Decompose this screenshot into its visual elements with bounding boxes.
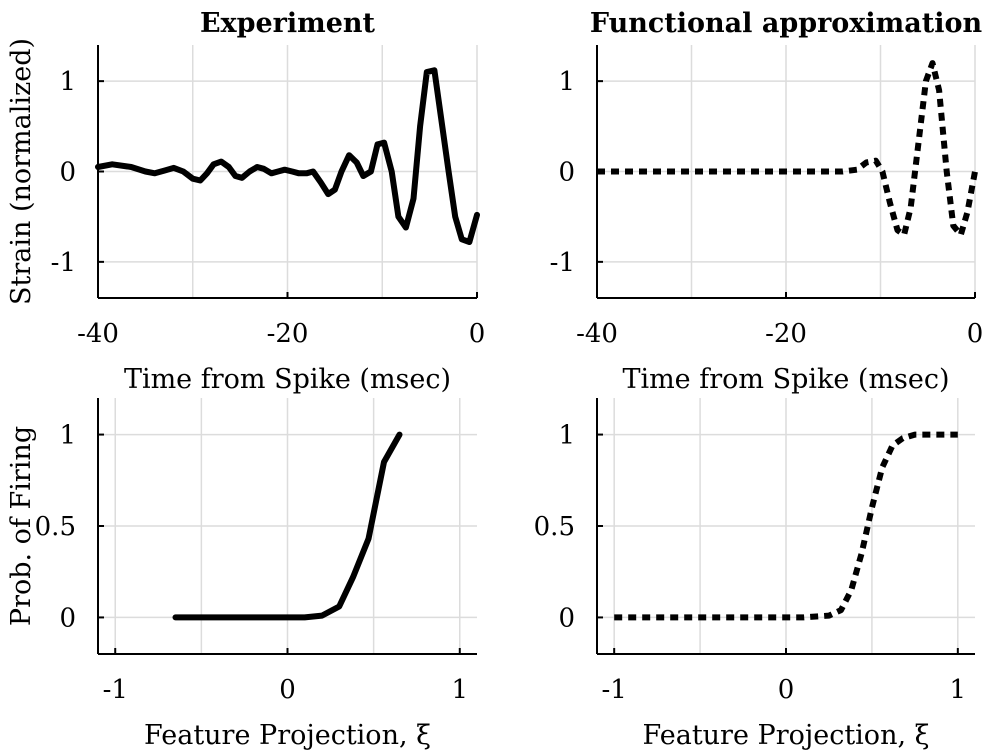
chart-panel-3: -1 0 1 0 0.5 1 Feature Projection, ξ Prob. of F…: [6, 398, 477, 750]
y-tick-label: -1: [550, 248, 575, 278]
y-tick-label: 0.5: [534, 512, 575, 542]
y-tick-label: 1: [558, 421, 575, 451]
x-tick-label: -20: [267, 319, 309, 349]
y-tick-label: -1: [51, 248, 76, 278]
chart-title: Experiment: [200, 8, 376, 39]
y-tick-label: 1: [558, 67, 575, 97]
chart-panel-2: -40 -20 0 -1 0 1 Functional approximation Time …: [550, 8, 984, 395]
x-tick-label: 0: [279, 675, 296, 705]
x-axis-label: Feature Projection, ξ: [144, 720, 431, 750]
x-axis-label: Time from Spike (msec): [622, 364, 949, 395]
chart-panel-4: -1 0 1 0 0.5 1 Feature Projection, ξ: [534, 398, 975, 750]
chart-panel-1: -40 -20 0 -1 0 1 Experiment Time from Spike (ms…: [6, 8, 485, 395]
x-axis-label: Feature Projection, ξ: [642, 720, 929, 750]
chart-title: Functional approximation: [590, 8, 983, 39]
x-axis-label: Time from Spike (msec): [124, 364, 451, 395]
x-tick-label: -1: [103, 675, 128, 705]
series-line: [95, 67, 480, 245]
y-axis-label: Prob. of Firing: [6, 426, 37, 626]
y-tick-label: 1: [59, 67, 76, 97]
y-tick-label: 0: [558, 158, 575, 188]
y-axis-label: Strain (normalized): [6, 38, 37, 305]
y-tick-label: 0: [59, 603, 76, 633]
x-tick-label: -40: [77, 319, 119, 349]
y-tick-label: 0.5: [35, 512, 76, 542]
y-tick-label: 0: [558, 603, 575, 633]
y-tick-label: 1: [59, 421, 76, 451]
x-tick-label: 0: [778, 675, 795, 705]
y-tick-label: 0: [59, 158, 76, 188]
series-line: [172, 431, 403, 621]
x-tick-label: -20: [765, 319, 807, 349]
x-tick-label: 1: [451, 675, 468, 705]
series-line: [614, 431, 958, 621]
x-tick-label: 0: [967, 319, 984, 349]
x-tick-label: 1: [950, 675, 967, 705]
x-tick-label: 0: [469, 319, 486, 349]
x-tick-label: -1: [602, 675, 627, 705]
x-tick-label: -40: [576, 319, 618, 349]
